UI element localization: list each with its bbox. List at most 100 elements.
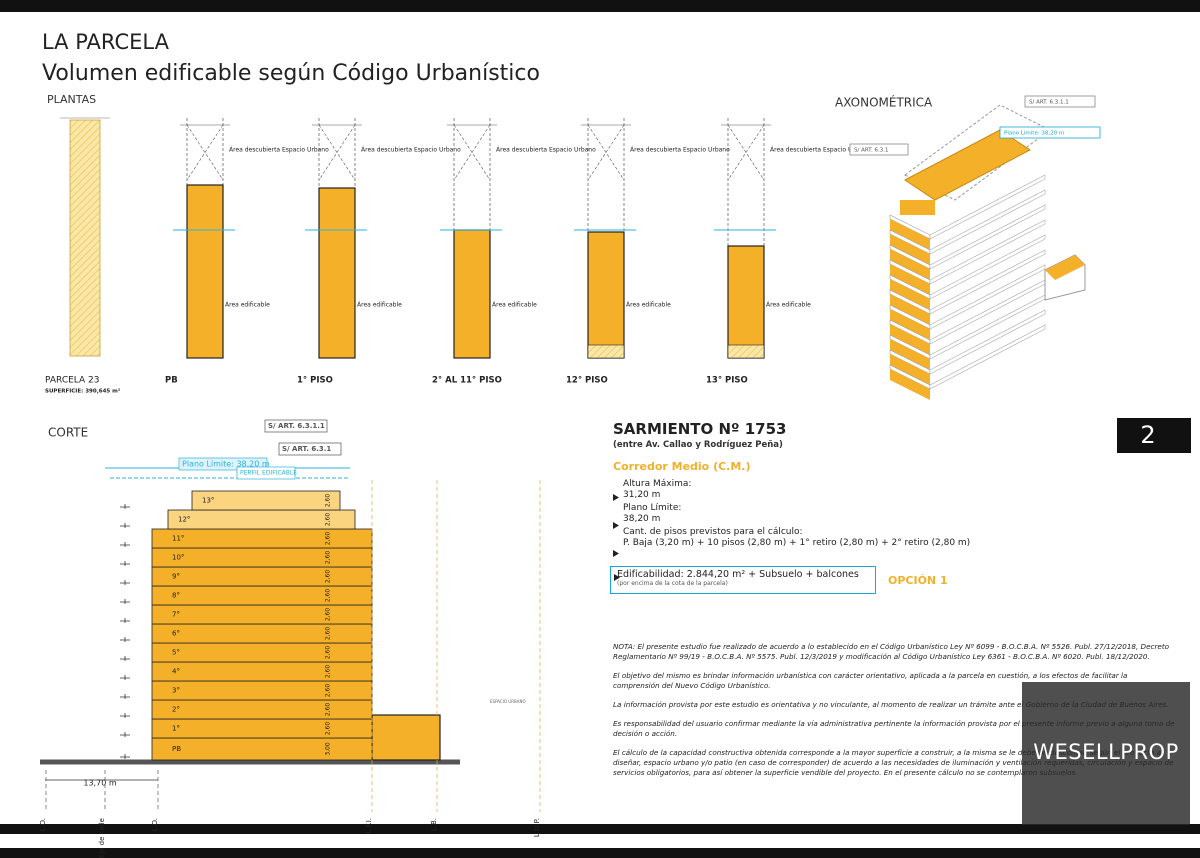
floor-block <box>151 661 373 682</box>
axo-tag-box <box>1024 95 1096 108</box>
panel-label: 1° PISO <box>297 376 333 386</box>
corte-tag-box <box>236 466 296 480</box>
axo-tag: S/ ART. 6.3.1 <box>854 148 888 154</box>
level-arrow <box>120 618 130 623</box>
plantas-label: PLANTAS <box>47 93 96 106</box>
floor-height: 2,60 <box>325 551 332 565</box>
note-paragraph: El cálculo de la capacidad constructiva … <box>613 748 1174 777</box>
edificabilidad: Edificabilidad: 2.844,20 m² + Subsuelo +… <box>617 569 859 580</box>
info-item: Plano Límite: 38,20 m <box>613 503 1013 525</box>
axo-slab-front <box>929 249 1046 315</box>
floor-block <box>151 604 373 625</box>
axo-slab-front <box>929 309 1046 375</box>
note-paragraph: La información provista por este estudio… <box>613 700 1169 709</box>
open-area-label: Área descubierta Espacio Urbano <box>229 147 329 154</box>
floor-label: 6° <box>172 630 180 638</box>
page-number-box <box>1117 418 1191 453</box>
level-arrow <box>120 580 130 585</box>
parcel-label: PARCELA 23 <box>45 376 99 386</box>
panel-label: 12° PISO <box>566 376 608 386</box>
panel-label: PB <box>165 376 178 386</box>
floor-label: 5° <box>172 649 180 657</box>
floor-label: 11° <box>172 535 184 543</box>
axo-annex-top <box>1045 255 1085 280</box>
floor-height: 2,60 <box>325 627 332 641</box>
info-item-label: Altura Máxima: <box>623 479 692 489</box>
info-item-value: P. Baja (3,20 m) + 10 pisos (2,80 m) + 1… <box>623 538 971 548</box>
bullet <box>613 550 619 557</box>
x-line <box>318 124 356 181</box>
x-line <box>186 124 224 181</box>
reference-label: L.B. <box>430 818 438 831</box>
axo-slab-front <box>929 189 1046 255</box>
buildable-plan <box>318 187 356 359</box>
floor-height: 2,60 <box>325 703 332 717</box>
level-arrow <box>120 675 130 680</box>
street-width: 13,70 m <box>83 779 116 788</box>
open-area-label: Área descubierta Espacio Urbano <box>361 147 461 154</box>
floor-block <box>191 490 341 511</box>
note-paragraph: El objetivo del mismo es brindar informa… <box>613 671 1128 690</box>
buildable-plan <box>453 229 491 359</box>
x-line <box>727 124 765 181</box>
info-item-value: 38,20 m <box>623 514 661 524</box>
floor-block <box>151 547 373 568</box>
floor-label: 13° <box>202 497 214 505</box>
open-area-label: Área descubierta Espacio Urbano <box>770 147 870 154</box>
floor-block <box>151 718 373 739</box>
axo-slab-front <box>929 264 1046 330</box>
axo-top <box>904 129 1031 201</box>
floor-height: 2,60 <box>325 722 332 736</box>
axo-slab-front <box>929 204 1046 270</box>
x-line <box>453 124 491 181</box>
floor-block <box>151 528 373 549</box>
subtitle: Volumen edificable según Código Urbaníst… <box>42 61 540 86</box>
annex-block <box>371 714 441 761</box>
floor-height: 2,60 <box>325 608 332 622</box>
floor-label: PB <box>172 745 181 753</box>
built-area-label: Área edificable <box>766 302 811 309</box>
axo-side-face <box>890 249 930 280</box>
axo-side-face <box>890 369 930 400</box>
floor-block <box>151 566 373 587</box>
corte-tag: Plano Límite: 38,20 m <box>182 460 270 469</box>
info-item: Altura Máxima: 31,20 m <box>613 479 1013 501</box>
level-arrow <box>120 656 130 661</box>
axo-slab-front <box>929 174 1046 240</box>
axo-tag: Plano Límite: 38,20 m <box>1004 130 1064 137</box>
axo-tag-box <box>999 126 1101 139</box>
parcel-plan <box>69 119 101 357</box>
level-arrow <box>120 732 130 737</box>
axo-tag: S/ ART. 6.3.1.1 <box>1029 100 1069 106</box>
top-bar <box>0 0 1200 12</box>
level-arrow <box>120 504 130 509</box>
address: SARMIENTO Nº 1753 <box>613 420 787 438</box>
floor-label: 4° <box>172 668 180 676</box>
floor-label: 1° <box>172 725 180 733</box>
option: OPCIÓN 1 <box>888 574 948 587</box>
floor-height: 3,00 <box>325 742 332 756</box>
buildable-plan <box>727 245 765 359</box>
open-area-label: Área descubierta Espacio Urbano <box>630 147 730 154</box>
floor-height: 2,60 <box>325 532 332 546</box>
district: Corredor Medio (C.M.) <box>613 460 751 473</box>
floor-height: 2,60 <box>325 494 332 508</box>
axo-side-face <box>890 339 930 370</box>
corte-label: CORTE <box>48 426 88 440</box>
level-arrow <box>120 523 130 528</box>
axo-side-face <box>890 219 930 250</box>
built-area-label: Área edificable <box>626 302 671 309</box>
reference-label: L.D.P. <box>533 818 541 837</box>
floor-label: 7° <box>172 611 180 619</box>
panel-label: 2° AL 11° PISO <box>432 376 502 386</box>
floor-label: 8° <box>172 592 180 600</box>
reference-label: Eje de calle <box>98 818 106 858</box>
retreat-strip <box>587 344 625 359</box>
info-item-value: 31,20 m <box>623 490 661 500</box>
level-arrow <box>120 561 130 566</box>
corte-tag: S/ ART. 6.3.1.1 <box>268 422 325 430</box>
axo-side-face <box>890 234 930 265</box>
floor-label: 3° <box>172 687 180 695</box>
